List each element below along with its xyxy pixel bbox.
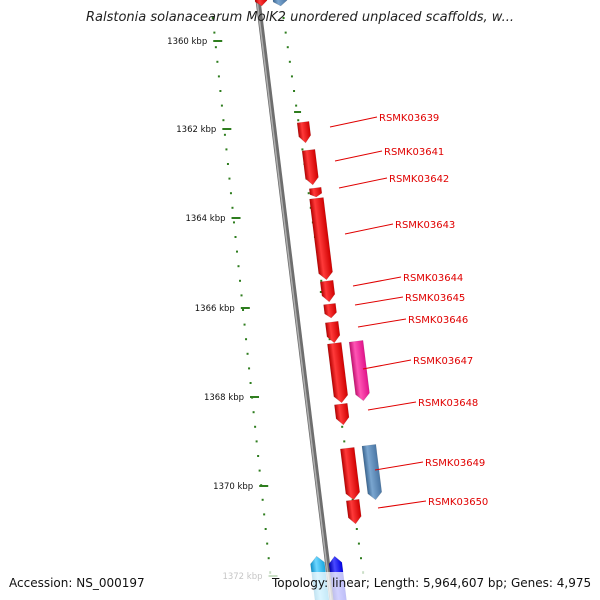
ruler-label: 1364 kbp <box>185 214 225 224</box>
gene-rsmk03649[interactable] <box>340 447 360 501</box>
ruler-label: 1362 kbp <box>176 125 216 135</box>
gene-rsmk03646[interactable] <box>324 321 341 344</box>
gene-label[interactable]: RSMK03643 <box>395 220 455 231</box>
gene-top-steel[interactable] <box>271 0 288 7</box>
gene-rsmk03650[interactable] <box>345 499 362 525</box>
gene-rsmk03643-shape[interactable] <box>309 197 334 281</box>
gene-leader-line <box>367 401 417 411</box>
gene-leader-line <box>362 359 412 370</box>
gene-leader-line <box>357 318 407 328</box>
gene-rsmk03646-shape[interactable] <box>324 321 341 344</box>
gene-label[interactable]: RSMK03645 <box>405 293 465 304</box>
gene-top-red-shape[interactable] <box>253 0 268 7</box>
gene-rsmk03645-shape[interactable] <box>323 303 338 319</box>
gene-rsmk03642-shape[interactable] <box>308 187 323 198</box>
gene-leader-line <box>377 500 427 509</box>
topology-summary: Topology: linear; Length: 5,964,607 bp; … <box>272 576 592 590</box>
gene-label[interactable]: RSMK03639 <box>379 113 439 124</box>
gene-rsmk03647-b[interactable] <box>348 340 370 402</box>
accession-label: Accession: NS_000197 <box>9 576 145 590</box>
gene-rsmk03647-shape[interactable] <box>327 342 349 404</box>
gene-label[interactable]: RSMK03647 <box>413 356 473 367</box>
map-title: Ralstonia solanacearum MolK2 unordered u… <box>85 10 514 25</box>
gene-label[interactable]: RSMK03648 <box>418 398 478 409</box>
gene-rsmk03644-shape[interactable] <box>319 280 336 303</box>
backbone-highlight <box>256 0 332 600</box>
gene-top-steel-shape[interactable] <box>271 0 288 7</box>
gene-rsmk03649-shape[interactable] <box>340 447 360 501</box>
gene-label[interactable]: RSMK03642 <box>389 174 449 185</box>
ruler-label: 1366 kbp <box>195 304 235 314</box>
gene-rsmk03648[interactable] <box>334 403 350 426</box>
gene-rsmk03649-b-shape[interactable] <box>361 444 383 501</box>
ruler-label: 1360 kbp <box>167 37 207 47</box>
gene-rsmk03641[interactable] <box>301 149 319 186</box>
gene-rsmk03647-b-shape[interactable] <box>348 340 370 402</box>
gene-rsmk03650-shape[interactable] <box>345 499 362 525</box>
ruler-label: 1370 kbp <box>213 482 253 492</box>
gene-rsmk03644[interactable] <box>319 280 336 303</box>
gene-rsmk03645[interactable] <box>323 303 338 319</box>
gene-rsmk03643[interactable] <box>309 197 334 281</box>
ruler-label: 1368 kbp <box>204 393 244 403</box>
gene-rsmk03648-shape[interactable] <box>334 403 350 426</box>
gene-rsmk03641-shape[interactable] <box>301 149 319 186</box>
footer-bar <box>0 572 600 600</box>
gene-leader-line <box>329 116 378 128</box>
gene-rsmk03642[interactable] <box>308 187 323 198</box>
gene-leader-line <box>352 276 402 287</box>
backbone-line <box>255 0 335 600</box>
gene-rsmk03639-shape[interactable] <box>296 121 311 144</box>
gene-leader-line <box>344 223 394 235</box>
gene-rsmk03649-b[interactable] <box>361 444 383 501</box>
gene-leader-line <box>334 150 383 162</box>
gene-leader-line <box>354 296 404 306</box>
gene-rsmk03647[interactable] <box>327 342 349 404</box>
gene-leader-line <box>374 461 424 471</box>
gene-label[interactable]: RSMK03650 <box>428 497 488 508</box>
gene-leader-line <box>338 177 388 189</box>
gene-label[interactable]: RSMK03644 <box>403 273 463 284</box>
gene-label[interactable]: RSMK03649 <box>425 458 485 469</box>
gene-label[interactable]: RSMK03641 <box>384 147 444 158</box>
gene-label[interactable]: RSMK03646 <box>408 315 468 326</box>
gene-rsmk03639[interactable] <box>296 121 311 144</box>
gene-top-red[interactable] <box>253 0 268 7</box>
